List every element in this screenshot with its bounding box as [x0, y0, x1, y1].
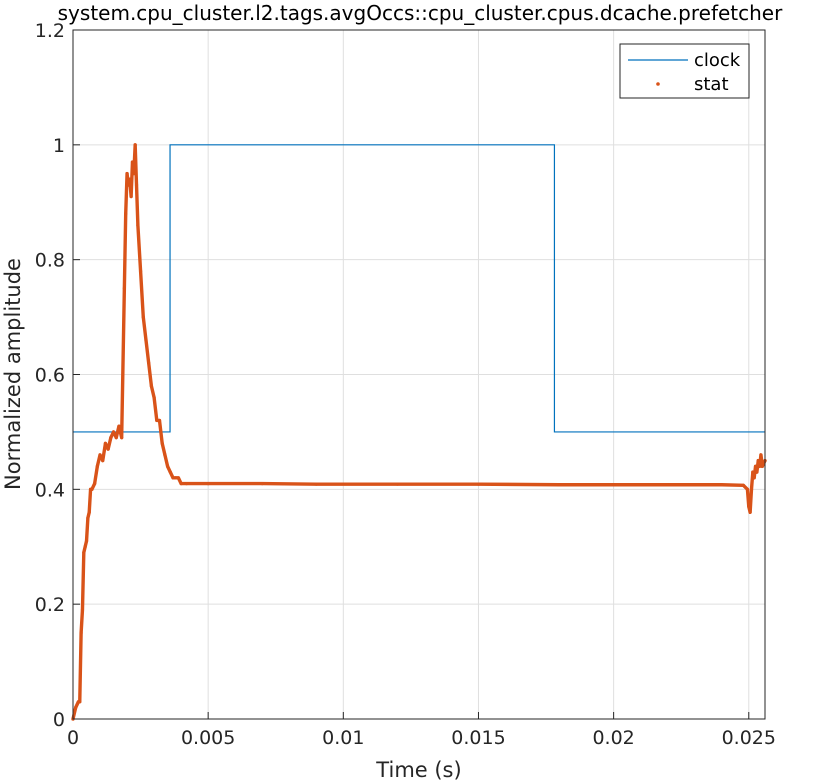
data-point-stat	[124, 212, 128, 216]
chart-title: system.cpu_cluster.l2.tags.avgOccs::cpu_…	[58, 1, 783, 25]
data-point-stat	[155, 418, 159, 423]
data-point-stat	[111, 430, 116, 434]
y-tick-label: 1	[53, 135, 65, 157]
data-point-stat	[114, 436, 118, 440]
y-tick-label: 0.4	[35, 479, 65, 501]
data-point-stat	[138, 269, 143, 273]
data-point-stat	[757, 464, 762, 468]
data-point-stat	[160, 441, 164, 445]
data-point-stat	[86, 516, 90, 520]
data-point-stat	[752, 476, 756, 480]
data-point-stat	[109, 436, 113, 440]
data-point-stat	[90, 487, 94, 491]
data-point-stat	[95, 464, 99, 468]
data-point-stat	[136, 223, 140, 227]
x-tick-label: 0	[67, 727, 79, 749]
data-point-stat	[106, 447, 110, 451]
y-tick-label: 0.2	[35, 594, 65, 616]
data-point-stat	[171, 476, 175, 480]
data-point-stat	[168, 470, 172, 474]
data-point-stat	[753, 464, 758, 468]
data-point-stat	[147, 361, 151, 365]
data-point-stat	[666, 483, 670, 487]
x-tick-label: 0.015	[451, 727, 505, 749]
data-point-stat	[720, 483, 724, 487]
data-point-stat	[82, 550, 86, 555]
series-line-clock	[73, 144, 765, 433]
data-point-stat	[144, 338, 148, 342]
data-point-stat	[751, 470, 755, 474]
data-point-stat	[174, 476, 178, 480]
data-point-stat	[612, 483, 616, 487]
data-point-stat	[745, 487, 750, 491]
data-point-stat	[78, 700, 82, 704]
axis-ticks: 0 0.005 0.01 0.015 0.02 0.025 0 0.2 0.4 0.6 0.8 1 1.…	[35, 20, 776, 749]
data-point-stat	[748, 510, 752, 514]
legend-box	[619, 43, 750, 99]
y-tick-label: 0.6	[35, 365, 65, 387]
legend-label-clock: clock	[694, 50, 741, 71]
data-point-stat	[126, 183, 131, 187]
x-axis-title: Time (s)	[375, 758, 461, 781]
x-tick-label: 0.01	[322, 727, 364, 749]
legend-swatch-stat	[656, 82, 660, 86]
data-point-stat	[101, 459, 105, 463]
plot-series	[71, 143, 767, 721]
data-point-stat	[98, 453, 102, 457]
x-tick-label: 0.02	[592, 727, 634, 749]
data-point-stat	[117, 424, 121, 428]
data-point-stat	[749, 487, 754, 491]
data-point-stat	[120, 436, 124, 440]
data-point-stat	[79, 631, 83, 635]
data-point-stat	[206, 481, 210, 486]
data-point-stat	[395, 482, 399, 486]
data-point-stat	[760, 464, 764, 468]
data-point-stat	[133, 143, 137, 147]
y-tick-label: 0.8	[35, 250, 65, 272]
data-point-stat	[122, 286, 126, 290]
data-point-stat	[759, 453, 763, 457]
data-point-stat	[93, 481, 97, 486]
data-point-stat	[557, 483, 562, 487]
data-point-stat	[166, 464, 170, 468]
y-tick-label: 1.2	[35, 20, 65, 42]
data-point-stat	[141, 315, 145, 319]
data-point-stat	[128, 177, 132, 181]
y-axis-title: Normalized amplitude	[1, 258, 25, 490]
data-point-stat	[83, 545, 87, 549]
data-point-stat	[176, 476, 181, 480]
data-point-stat	[747, 504, 751, 509]
data-point-stat	[132, 171, 136, 176]
data-point-stat	[80, 608, 85, 612]
data-point-stat	[163, 453, 167, 457]
data-point-stat	[755, 470, 759, 474]
data-point-stat	[756, 459, 760, 463]
data-point-stat	[84, 539, 89, 543]
x-tick-label: 0.005	[181, 727, 235, 749]
data-point-stat	[103, 441, 108, 445]
data-point-stat	[152, 395, 156, 400]
legend: clock stat	[619, 43, 750, 99]
data-point-stat	[741, 483, 745, 487]
legend-label-stat: stat	[694, 74, 729, 95]
data-point-stat	[129, 194, 133, 199]
data-point-stat	[157, 418, 162, 423]
data-point-stat	[130, 160, 135, 164]
data-point-stat	[74, 705, 78, 710]
x-tick-label: 0.025	[722, 727, 776, 749]
data-point-stat	[87, 510, 91, 514]
data-point-stat	[179, 481, 183, 486]
data-point-stat	[149, 384, 153, 388]
y-tick-label: 0	[53, 709, 65, 731]
data-point-stat	[260, 481, 264, 486]
data-point-stat	[125, 171, 129, 176]
data-point-stat	[184, 481, 189, 486]
data-point-stat	[476, 482, 481, 486]
data-point-stat	[134, 183, 139, 187]
data-point-stat	[314, 482, 318, 486]
